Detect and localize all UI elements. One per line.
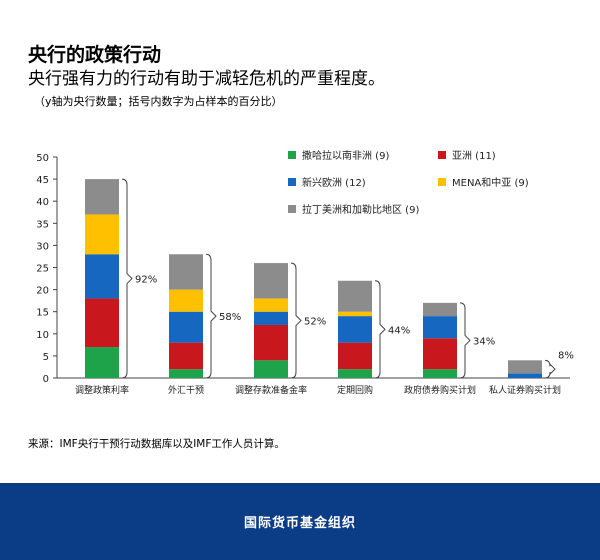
bar-segment: [508, 373, 542, 378]
x-tick-label: 政府债券购买计划: [404, 384, 476, 396]
percent-annotation: 58%: [219, 312, 241, 323]
y-tick-label: 10: [36, 330, 49, 341]
y-tick-label: 50: [36, 153, 49, 164]
y-tick-label: 30: [36, 241, 49, 252]
x-tick-label: 调整存款准备金率: [235, 384, 307, 396]
bar-segment: [423, 369, 457, 378]
bar-segment: [254, 324, 288, 361]
bar-segment: [169, 369, 203, 378]
bar-segment: [338, 342, 372, 370]
legend-label: 拉丁美洲和加勒比地区 (9): [302, 203, 419, 216]
percent-annotation: 8%: [558, 350, 574, 361]
percent-annotation: 92%: [135, 275, 157, 286]
bar-segment: [254, 298, 288, 312]
bracket: [121, 178, 133, 379]
bar-segment: [85, 179, 119, 215]
bar-segment: [254, 360, 288, 378]
bar-segment: [338, 369, 372, 378]
y-tick-label: 45: [36, 175, 49, 186]
bar-segment: [169, 311, 203, 343]
bar-segment: [338, 311, 372, 317]
bar-segment: [423, 302, 457, 317]
footer-org-name: 国际货币基金组织: [243, 516, 356, 531]
percent-annotation: 52%: [304, 317, 326, 328]
chart-title: 央行的政策行动: [28, 44, 162, 66]
bar-segment: [254, 311, 288, 325]
legend-swatch: [438, 178, 446, 186]
x-tick-label: 外汇干预: [168, 384, 204, 396]
stacked-bar-chart: 0 5 10 15 20 25 30 35 40 45 50 调整政策利率 外汇干预 调整存款准备金率 定期…: [36, 149, 574, 396]
y-tick-label: 40: [36, 197, 49, 208]
chart-subtitle: 央行强有力的行动有助于减轻危机的严重程度。: [28, 69, 385, 89]
legend-swatch: [288, 151, 296, 159]
axis-note: （y轴为央行数量；括号内数字为占样本的百分比）: [34, 95, 283, 108]
bar-segment: [169, 289, 203, 312]
bracket: [544, 359, 556, 379]
bar-segment: [423, 338, 457, 370]
legend-label: 新兴欧洲 (12): [302, 176, 366, 189]
bar-segment: [338, 280, 372, 312]
bar-segment: [85, 298, 119, 348]
bar-segment: [508, 360, 542, 374]
bracket: [290, 262, 302, 379]
y-tick-label: 20: [36, 286, 49, 297]
bar-segment: [85, 214, 119, 255]
percent-annotation: 44%: [388, 325, 410, 336]
bar-segment: [169, 254, 203, 290]
x-tick-label: 调整政策利率: [75, 384, 129, 396]
bar-segment: [85, 254, 119, 299]
source-note: 来源：IMF央行干预行动数据库以及IMF工作人员计算。: [28, 438, 285, 450]
legend-label: 亚洲 (11): [452, 150, 496, 162]
legend-label: 撒哈拉以南非洲 (9): [302, 149, 389, 162]
legend-label: MENA和中亚 (9): [452, 176, 529, 189]
legend-swatch: [438, 151, 446, 159]
x-tick-label: 私人证券购买计划: [489, 384, 561, 396]
y-tick-label: 0: [43, 374, 49, 385]
bar-segment: [254, 263, 288, 299]
y-tick-label: 25: [36, 264, 49, 275]
legend-swatch: [288, 178, 296, 186]
legend-swatch: [288, 205, 296, 213]
bracket: [459, 302, 471, 379]
x-tick-label: 定期回购: [337, 384, 373, 396]
bar-segment: [85, 347, 119, 378]
bracket: [205, 253, 217, 379]
footer-bar: 国际货币基金组织: [0, 483, 600, 560]
percent-annotation: 34%: [473, 336, 495, 347]
bracket: [374, 280, 386, 379]
y-tick-label: 15: [36, 308, 49, 319]
bar-segment: [169, 342, 203, 370]
bar-segment: [423, 316, 457, 339]
bar-segment: [338, 316, 372, 343]
y-tick-label: 5: [43, 352, 49, 363]
y-tick-label: 35: [36, 219, 49, 230]
